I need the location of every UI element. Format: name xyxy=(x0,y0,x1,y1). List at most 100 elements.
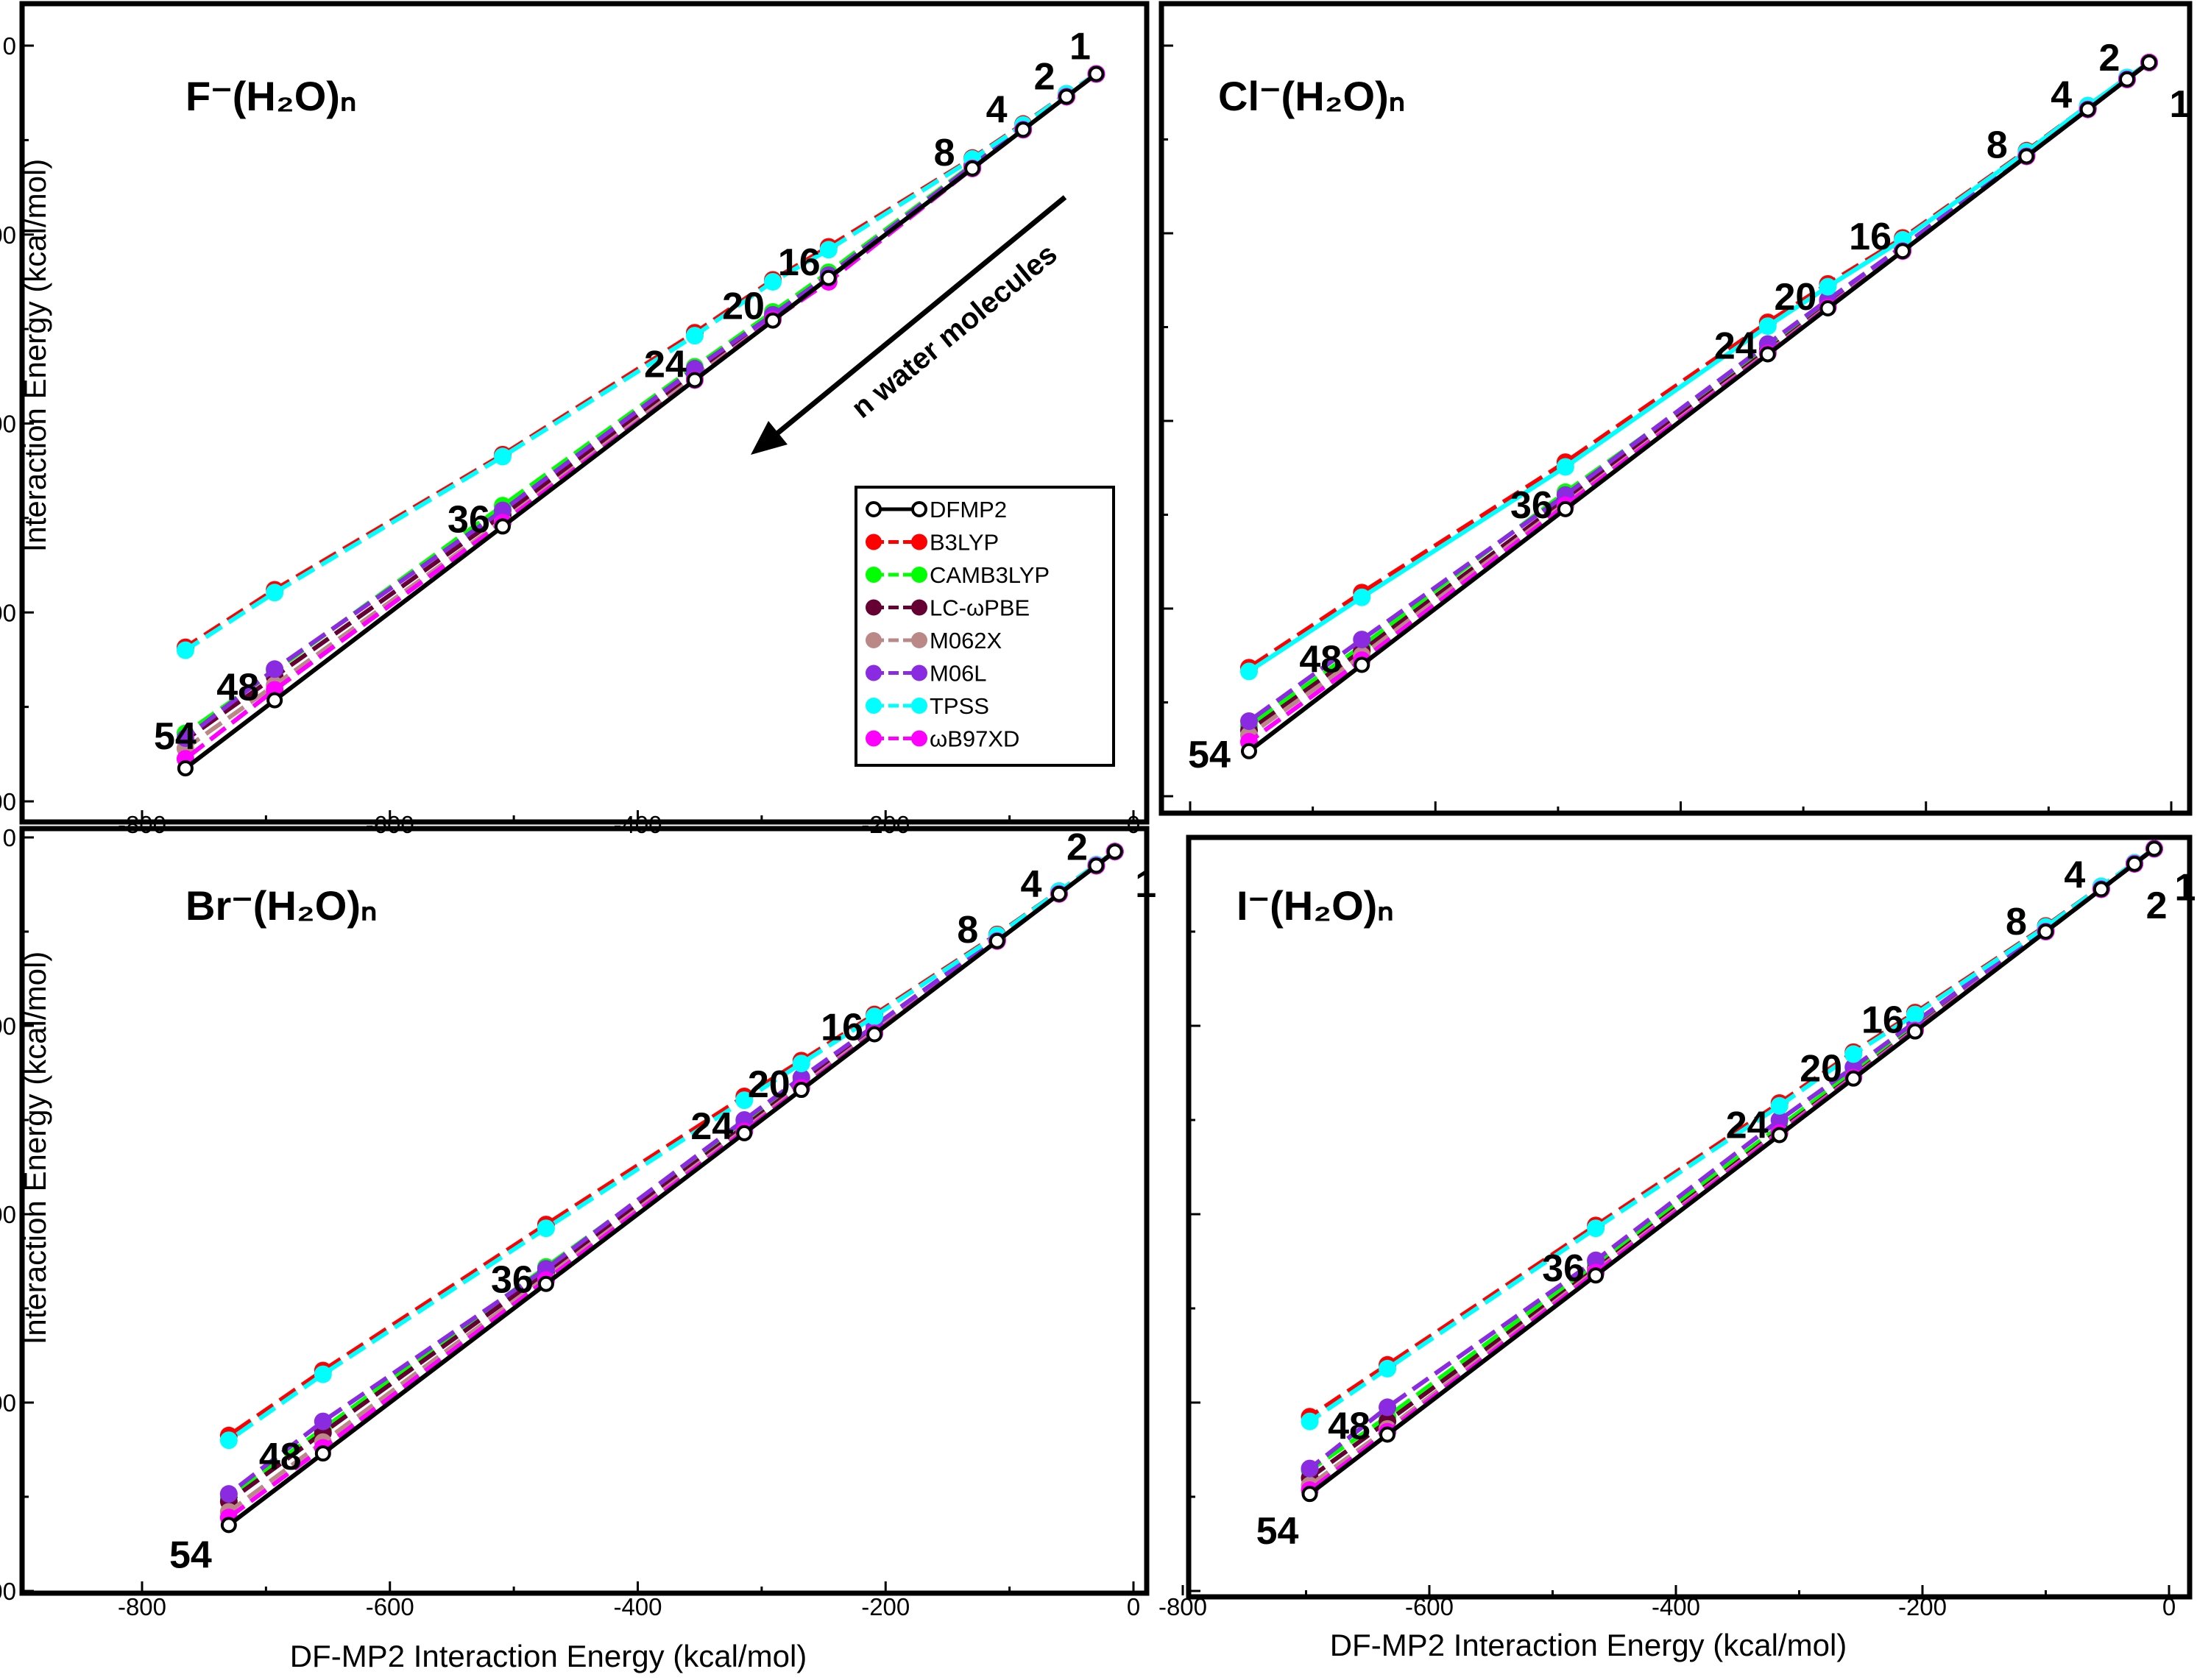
point-label-n: 54 xyxy=(154,715,197,758)
panel-frame xyxy=(19,826,1150,1596)
series-line-DFMP2 xyxy=(1308,847,2156,1496)
point-label-n: 24 xyxy=(644,343,687,386)
x-tick-label: 0 xyxy=(1127,811,1140,838)
data-point-M06L xyxy=(266,660,284,678)
x-tick-label: -200 xyxy=(861,811,910,838)
legend-box xyxy=(855,486,1115,767)
point-label-n: 8 xyxy=(934,132,955,174)
data-point-DFMP2 xyxy=(494,518,511,535)
legend-marker xyxy=(911,730,927,747)
data-point-DFMP2 xyxy=(2141,54,2158,71)
data-point-DFMP2 xyxy=(1301,1486,1318,1503)
point-label-n: 36 xyxy=(1510,484,1553,527)
point-label-n: 1 xyxy=(1135,863,1156,906)
arrow-head xyxy=(751,421,788,455)
point-label-n: 1 xyxy=(2174,866,2196,909)
data-point-DFMP2 xyxy=(2079,101,2096,118)
data-point-DFMP2 xyxy=(2018,148,2035,165)
data-point-M06L xyxy=(1379,1398,1397,1417)
point-label-n: 20 xyxy=(748,1063,790,1106)
panel-bottom-left: -800 -600 -400 -200 0 0 -200 -400 -600 -800 Br⁻(H₂… xyxy=(0,824,1156,1620)
legend-label: B3LYP xyxy=(930,530,999,556)
point-label-n: 20 xyxy=(1800,1048,1842,1091)
point-label-n: 54 xyxy=(1188,734,1231,776)
data-point-DFMP2 xyxy=(1771,1127,1788,1144)
point-label-n: 4 xyxy=(2051,74,2072,117)
y-tick-label: 0 xyxy=(3,32,16,60)
data-point-DFMP2 xyxy=(2092,881,2109,898)
series-line-TPSS xyxy=(184,72,1098,653)
data-point-TPSS xyxy=(493,447,512,466)
data-point-TPSS xyxy=(266,584,284,602)
data-point-DFMP2 xyxy=(220,1517,237,1534)
data-point-TPSS xyxy=(764,272,782,291)
data-point-TPSS xyxy=(537,1219,555,1238)
data-point-TPSS xyxy=(1906,1005,1924,1024)
data-point-DFMP2 xyxy=(866,1026,883,1043)
data-point-DFMP2 xyxy=(1588,1267,1605,1284)
point-label-n: 4 xyxy=(986,88,1008,131)
data-point-M06L xyxy=(1587,1251,1605,1269)
data-point-DFMP2 xyxy=(1354,656,1370,673)
data-point-M06L xyxy=(1353,631,1371,649)
data-point-DFMP2 xyxy=(1906,1023,1923,1040)
legend-marker xyxy=(866,632,882,648)
data-point-TPSS xyxy=(792,1055,810,1073)
legend-label: M062X xyxy=(930,628,1002,653)
y-tick-label: -600 xyxy=(0,1389,16,1417)
panel-title: I⁻(H₂O)ₙ xyxy=(1237,882,1394,929)
x-tick-label: -600 xyxy=(366,1593,414,1620)
data-point-TPSS xyxy=(1301,1412,1319,1431)
data-point-DFMP2 xyxy=(765,312,782,329)
data-point-M06L xyxy=(1301,1459,1319,1478)
panel-frame xyxy=(1158,1,2193,816)
series-line-TPSS xyxy=(1248,60,2151,673)
point-label-n: 48 xyxy=(1328,1406,1370,1448)
x-tick-label: 0 xyxy=(1127,1593,1140,1620)
data-point-TPSS xyxy=(1758,317,1777,336)
data-point-DFMP2 xyxy=(1015,121,1032,138)
data-point-DFMP2 xyxy=(1894,243,1911,260)
point-label-n: 20 xyxy=(1775,276,1817,319)
panel-bottom-right: -800 -600 -400 -200 0I⁻(H₂O)ₙ 124816202436485… xyxy=(1158,834,2196,1620)
data-point-TPSS xyxy=(866,1007,884,1026)
point-label-n: 8 xyxy=(957,909,978,951)
x-tick-label: -200 xyxy=(861,1593,910,1620)
legend-marker xyxy=(866,567,882,583)
data-point-TPSS xyxy=(1379,1359,1397,1378)
panel-title: F⁻(H₂O)ₙ xyxy=(185,73,356,119)
data-point-TPSS xyxy=(1819,277,1837,296)
panel-title: Br⁻(H₂O)ₙ xyxy=(185,882,377,929)
legend-label: M06L xyxy=(930,661,987,687)
point-label-n: 48 xyxy=(216,667,259,709)
point-label-n: 36 xyxy=(491,1259,534,1302)
point-label-n: 8 xyxy=(1987,124,2008,166)
legend-marker xyxy=(911,599,927,616)
panel-top-left: -800 -600 -400 -200 0 0 -200 -400 -600 -800 F⁻(H₂O… xyxy=(0,1,1150,838)
arrow-shaft xyxy=(767,195,1067,442)
y-tick-label: -800 xyxy=(0,1578,16,1605)
x-tick-label: -600 xyxy=(366,811,414,838)
series-line-B3LYP xyxy=(1248,60,2151,670)
point-label-n: 4 xyxy=(2064,854,2085,896)
data-point-DFMP2 xyxy=(686,372,703,389)
point-label-n: 24 xyxy=(1714,325,1757,367)
data-point-TPSS xyxy=(735,1091,754,1110)
data-point-TPSS xyxy=(1587,1219,1605,1238)
data-point-TPSS xyxy=(1353,588,1371,606)
data-point-M06L xyxy=(176,729,194,747)
x-tick-label: -200 xyxy=(1898,1593,1947,1620)
data-point-M06L xyxy=(1770,1111,1789,1129)
point-label-n: 16 xyxy=(1849,216,1892,258)
legend-marker xyxy=(911,664,927,681)
data-point-DFMP2 xyxy=(736,1124,753,1141)
series-line-ωB97XD xyxy=(227,849,1117,1520)
point-label-n: 8 xyxy=(2006,901,2027,943)
point-label-n: 2 xyxy=(1034,55,1055,98)
data-point-DFMP2 xyxy=(2119,71,2136,88)
data-point-DFMP2 xyxy=(964,160,981,177)
y-tick-label: -200 xyxy=(0,1013,16,1040)
legend-marker xyxy=(911,567,927,583)
